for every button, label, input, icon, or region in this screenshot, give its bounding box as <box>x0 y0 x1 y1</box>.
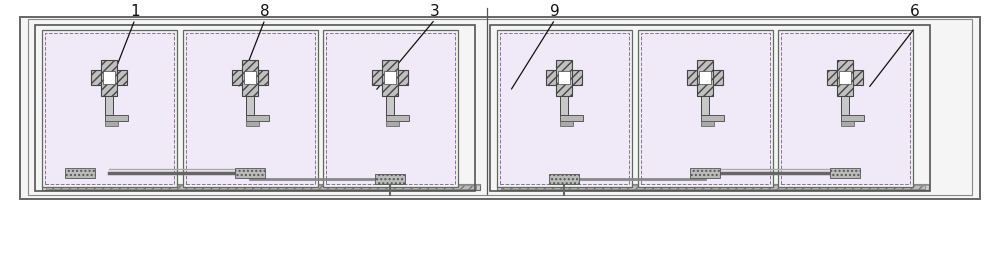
Bar <box>20 17 980 199</box>
Text: 1: 1 <box>130 4 140 19</box>
Bar <box>28 19 972 195</box>
Bar <box>549 174 579 184</box>
Bar <box>183 30 318 187</box>
Bar <box>246 96 254 115</box>
Bar <box>232 70 268 85</box>
Bar <box>45 34 174 184</box>
Bar <box>841 121 854 126</box>
Bar <box>242 60 258 96</box>
Bar <box>186 34 315 184</box>
Bar <box>497 184 929 185</box>
Bar <box>556 60 572 96</box>
Bar <box>246 121 259 126</box>
Bar <box>91 70 127 85</box>
Bar <box>372 70 408 85</box>
Bar <box>827 70 863 85</box>
Bar <box>546 70 582 85</box>
Bar <box>42 184 480 185</box>
Bar <box>46 186 476 189</box>
Bar <box>841 115 864 121</box>
Text: 8: 8 <box>260 4 270 19</box>
Bar <box>701 96 709 115</box>
Bar <box>386 115 409 121</box>
Bar <box>558 71 570 84</box>
Bar <box>560 115 583 121</box>
Bar <box>699 71 711 84</box>
Bar <box>35 25 475 191</box>
Text: 3: 3 <box>430 4 440 19</box>
Bar <box>42 30 177 187</box>
Bar <box>841 96 849 115</box>
Bar <box>323 30 458 187</box>
Bar <box>235 168 265 178</box>
Bar <box>105 96 113 115</box>
Text: 6: 6 <box>910 4 920 19</box>
Bar <box>384 71 396 84</box>
Bar <box>560 121 573 126</box>
Bar <box>830 168 860 178</box>
Bar <box>697 60 713 96</box>
Bar <box>103 71 115 84</box>
Bar <box>386 121 399 126</box>
Bar <box>778 30 913 187</box>
Bar <box>638 30 773 187</box>
Bar <box>386 96 394 115</box>
Bar <box>326 34 455 184</box>
Bar <box>690 168 720 178</box>
Bar <box>375 174 405 184</box>
Bar <box>687 70 723 85</box>
Bar <box>701 121 714 126</box>
Bar <box>65 168 95 178</box>
Bar <box>781 34 910 184</box>
Bar <box>244 71 256 84</box>
Bar <box>105 121 118 126</box>
Bar <box>837 60 853 96</box>
Bar <box>560 96 568 115</box>
Bar <box>105 115 128 121</box>
Bar <box>246 115 269 121</box>
Bar <box>641 34 770 184</box>
Bar <box>497 184 929 190</box>
Bar <box>501 186 925 189</box>
Bar <box>490 25 930 191</box>
Bar <box>497 30 632 187</box>
Bar <box>839 71 851 84</box>
Bar <box>701 115 724 121</box>
Bar <box>500 34 629 184</box>
Text: 9: 9 <box>550 4 560 19</box>
Bar <box>101 60 117 96</box>
Bar <box>42 184 480 190</box>
Bar <box>382 60 398 96</box>
